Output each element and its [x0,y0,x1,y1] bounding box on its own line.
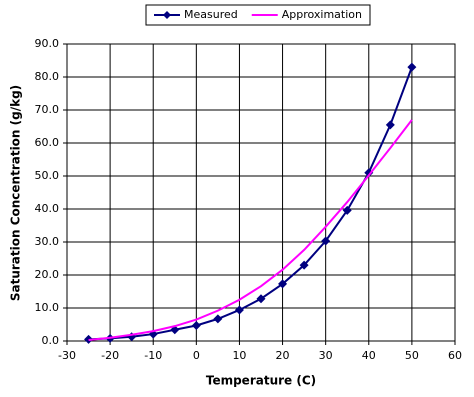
data-point [364,168,374,178]
y-tick-label: 30.0 [35,235,60,248]
series-line [88,119,413,342]
y-tick-label: 80.0 [35,70,60,83]
legend-marker [163,11,171,19]
data-point [299,260,309,270]
x-axis-title: Temperature (C) [206,374,316,388]
x-tick-label: -30 [58,349,76,362]
x-tick-label: 50 [405,349,419,362]
y-tick-label: 90.0 [35,37,60,50]
data-point [385,120,395,130]
y-axis-title: Saturation Concentration (g/kg) [9,85,23,301]
plot-border [66,43,456,342]
legend-label: Measured [184,8,238,21]
y-tick-label: 20.0 [35,268,60,281]
data-point [234,305,244,315]
x-tick-label: 20 [276,349,290,362]
x-tick-label: 0 [193,349,200,362]
x-tick-label: 40 [362,349,376,362]
data-point [213,314,223,324]
data-point [342,205,352,215]
x-tick-label: 60 [448,349,462,362]
y-tick-label: 70.0 [35,103,60,116]
x-tick-label: 10 [232,349,246,362]
data-point [321,236,331,246]
series-line [88,66,413,341]
y-tick-label: 50.0 [35,169,60,182]
legend: Measured Approximation [145,4,371,26]
data-point [256,294,266,304]
y-tick-label: 60.0 [35,136,60,149]
data-point [407,62,417,72]
y-tick-label: 40.0 [35,202,60,215]
y-tick-label: 0.0 [42,334,60,347]
x-tick-label: 30 [319,349,333,362]
legend-label: Approximation [282,8,362,21]
data-point [278,279,288,289]
y-tick-label: 10.0 [35,301,60,314]
data-point [191,320,201,330]
x-tick-label: -20 [101,349,119,362]
x-tick-label: -10 [144,349,162,362]
